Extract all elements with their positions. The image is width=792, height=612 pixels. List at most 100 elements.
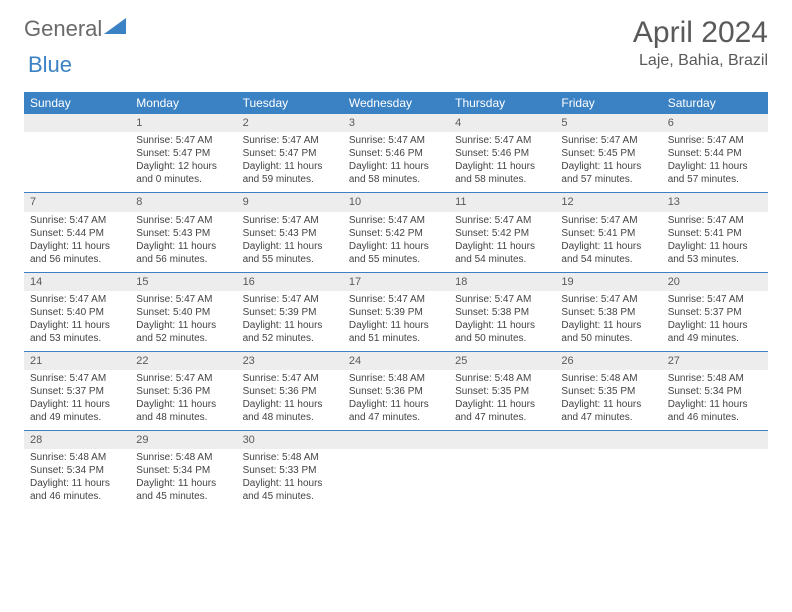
daylight-line: Daylight: 11 hours and 57 minutes.: [561, 160, 655, 186]
daylight-line: Daylight: 11 hours and 45 minutes.: [243, 477, 337, 503]
logo-text-general: General: [24, 16, 102, 42]
day-number: 11: [449, 193, 555, 211]
daylight-line: Daylight: 11 hours and 58 minutes.: [455, 160, 549, 186]
calendar-cell: 5Sunrise: 5:47 AMSunset: 5:45 PMDaylight…: [555, 114, 661, 193]
sunrise-line: Sunrise: 5:47 AM: [243, 134, 337, 147]
day-number: 1: [130, 114, 236, 132]
day-info: Sunrise: 5:47 AMSunset: 5:46 PMDaylight:…: [343, 132, 449, 192]
sunrise-line: Sunrise: 5:47 AM: [561, 134, 655, 147]
sunrise-line: Sunrise: 5:47 AM: [136, 214, 230, 227]
day-number-empty: [24, 114, 130, 132]
dow-mon: Monday: [130, 92, 236, 114]
calendar-cell: 29 Sunrise: 5:48 AMSunset: 5:34 PMDayligh…: [130, 431, 236, 510]
daylight-line: Daylight: 11 hours and 50 minutes.: [455, 319, 549, 345]
sunrise-line: Sunrise: 5:47 AM: [349, 134, 443, 147]
calendar-cell: 10Sunrise: 5:47 AMSunset: 5:42 PMDayligh…: [343, 193, 449, 272]
sunset-line: Sunset: 5:39 PM: [349, 306, 443, 319]
logo-triangle-icon: [104, 18, 126, 34]
calendar-cell: 9Sunrise: 5:47 AMSunset: 5:43 PMDaylight…: [237, 193, 343, 272]
daylight-line: Daylight: 11 hours and 55 minutes.: [243, 240, 337, 266]
daylight-line: Daylight: 11 hours and 49 minutes.: [30, 398, 124, 424]
sunrise-line: Sunrise: 5:47 AM: [561, 214, 655, 227]
day-number: 8: [130, 193, 236, 211]
day-info: Sunrise: 5:47 AMSunset: 5:38 PMDaylight:…: [449, 291, 555, 351]
dow-thu: Thursday: [449, 92, 555, 114]
dow-row: Sunday Monday Tuesday Wednesday Thursday…: [24, 92, 768, 114]
calendar-cell: 16Sunrise: 5:47 AMSunset: 5:39 PMDayligh…: [237, 272, 343, 351]
day-info: Sunrise: 5:47 AMSunset: 5:47 PMDaylight:…: [237, 132, 343, 192]
calendar-cell: 22Sunrise: 5:47 AMSunset: 5:36 PMDayligh…: [130, 351, 236, 430]
sunrise-line: Sunrise: 5:48 AM: [668, 372, 762, 385]
day-info: Sunrise: 5:47 AMSunset: 5:44 PMDaylight:…: [662, 132, 768, 192]
day-number: 29: [130, 431, 236, 449]
month-title: April 2024: [633, 16, 768, 50]
sunset-line: Sunset: 5:38 PM: [561, 306, 655, 319]
day-info: Sunrise: 5:47 AMSunset: 5:43 PMDaylight:…: [237, 212, 343, 272]
sunrise-line: Sunrise: 5:48 AM: [30, 451, 124, 464]
daylight-line: Daylight: 11 hours and 54 minutes.: [455, 240, 549, 266]
day-info: Sunrise: 5:47 AMSunset: 5:36 PMDaylight:…: [130, 370, 236, 430]
day-number: 28: [24, 431, 130, 449]
calendar-body: 1Sunrise: 5:47 AMSunset: 5:47 PMDaylight…: [24, 114, 768, 509]
day-info: Sunrise: 5:47 AMSunset: 5:42 PMDaylight:…: [343, 212, 449, 272]
day-info: Sunrise: 5:47 AMSunset: 5:43 PMDaylight:…: [130, 212, 236, 272]
sunset-line: Sunset: 5:34 PM: [30, 464, 124, 477]
calendar-row: 28Sunrise: 5:48 AMSunset: 5:34 PMDayligh…: [24, 431, 768, 510]
sunrise-line: Sunrise: 5:48 AM: [349, 372, 443, 385]
sunset-line: Sunset: 5:46 PM: [455, 147, 549, 160]
daylight-line: Daylight: 11 hours and 52 minutes.: [136, 319, 230, 345]
day-info: Sunrise: 5:48 AMSunset: 5:34 PMDaylight:…: [662, 370, 768, 430]
daylight-line: Daylight: 11 hours and 53 minutes.: [30, 319, 124, 345]
day-number: 17: [343, 273, 449, 291]
calendar-cell: 2Sunrise: 5:47 AMSunset: 5:47 PMDaylight…: [237, 114, 343, 193]
day-number: 16: [237, 273, 343, 291]
sunrise-line: Sunrise: 5:47 AM: [136, 293, 230, 306]
day-info: Sunrise: 5:47 AMSunset: 5:41 PMDaylight:…: [662, 212, 768, 272]
sunset-line: Sunset: 5:44 PM: [30, 227, 124, 240]
daylight-line: Daylight: 11 hours and 52 minutes.: [243, 319, 337, 345]
day-number: 9: [237, 193, 343, 211]
daylight-line: Daylight: 11 hours and 47 minutes.: [455, 398, 549, 424]
daylight-line: Daylight: 11 hours and 53 minutes.: [668, 240, 762, 266]
sunrise-line: Sunrise: 5:48 AM: [455, 372, 549, 385]
daylight-line: Daylight: 11 hours and 58 minutes.: [349, 160, 443, 186]
daylight-line: Daylight: 12 hours and 0 minutes.: [136, 160, 230, 186]
day-info: Sunrise: 5:48 AMSunset: 5:33 PMDaylight:…: [237, 449, 343, 509]
calendar-cell: 4Sunrise: 5:47 AMSunset: 5:46 PMDaylight…: [449, 114, 555, 193]
calendar-cell: [555, 431, 661, 510]
day-info: Sunrise: 5:47 AMSunset: 5:46 PMDaylight:…: [449, 132, 555, 192]
calendar-cell: 17Sunrise: 5:47 AMSunset: 5:39 PMDayligh…: [343, 272, 449, 351]
sunset-line: Sunset: 5:34 PM: [136, 464, 230, 477]
day-info: Sunrise: 5:47 AMSunset: 5:37 PMDaylight:…: [662, 291, 768, 351]
daylight-line: Daylight: 11 hours and 45 minutes.: [136, 477, 230, 503]
calendar-cell: 21Sunrise: 5:47 AMSunset: 5:37 PMDayligh…: [24, 351, 130, 430]
calendar-cell: 3Sunrise: 5:47 AMSunset: 5:46 PMDaylight…: [343, 114, 449, 193]
day-info: Sunrise: 5:47 AMSunset: 5:41 PMDaylight:…: [555, 212, 661, 272]
sunset-line: Sunset: 5:36 PM: [136, 385, 230, 398]
day-number: 12: [555, 193, 661, 211]
sunrise-line: Sunrise: 5:47 AM: [136, 134, 230, 147]
day-number: 3: [343, 114, 449, 132]
sunrise-line: Sunrise: 5:48 AM: [136, 451, 230, 464]
sunrise-line: Sunrise: 5:47 AM: [243, 372, 337, 385]
sunset-line: Sunset: 5:42 PM: [349, 227, 443, 240]
sunrise-line: Sunrise: 5:47 AM: [30, 372, 124, 385]
sunrise-line: Sunrise: 5:47 AM: [455, 214, 549, 227]
day-number: 14: [24, 273, 130, 291]
sunset-line: Sunset: 5:42 PM: [455, 227, 549, 240]
sunset-line: Sunset: 5:45 PM: [561, 147, 655, 160]
calendar-cell: 15Sunrise: 5:47 AMSunset: 5:40 PMDayligh…: [130, 272, 236, 351]
sunset-line: Sunset: 5:47 PM: [243, 147, 337, 160]
sunrise-line: Sunrise: 5:47 AM: [349, 293, 443, 306]
calendar-cell: 25Sunrise: 5:48 AMSunset: 5:35 PMDayligh…: [449, 351, 555, 430]
calendar-cell: 1Sunrise: 5:47 AMSunset: 5:47 PMDaylight…: [130, 114, 236, 193]
calendar-cell: [449, 431, 555, 510]
calendar-cell: [662, 431, 768, 510]
daylight-line: Daylight: 11 hours and 57 minutes.: [668, 160, 762, 186]
day-info: Sunrise: 5:47 AMSunset: 5:45 PMDaylight:…: [555, 132, 661, 192]
daylight-line: Daylight: 11 hours and 54 minutes.: [561, 240, 655, 266]
sunrise-line: Sunrise: 5:47 AM: [30, 214, 124, 227]
logo: General: [24, 16, 128, 42]
day-number: 18: [449, 273, 555, 291]
sunset-line: Sunset: 5:38 PM: [455, 306, 549, 319]
